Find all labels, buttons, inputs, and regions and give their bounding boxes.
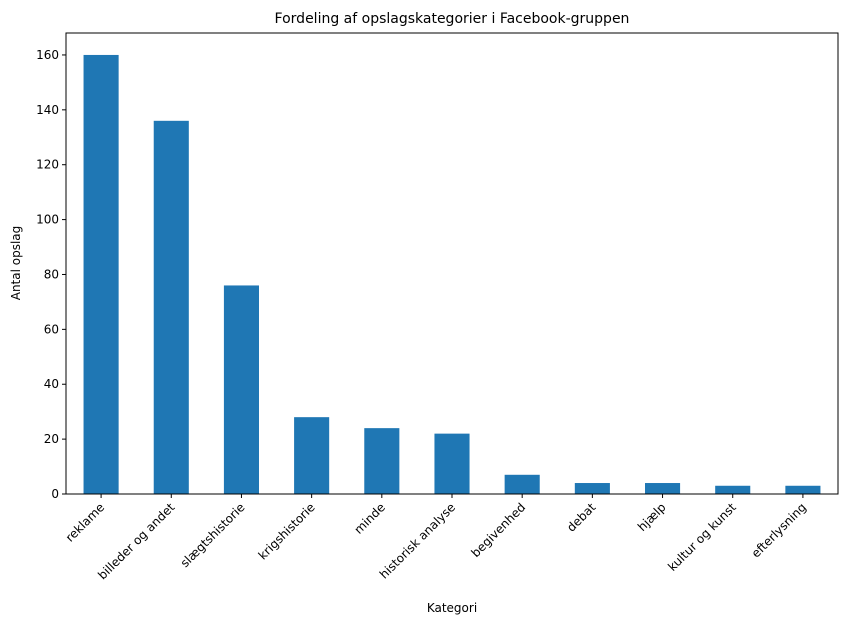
bar-7 (574, 483, 610, 494)
x-tick-label: krigshistorie (256, 500, 318, 562)
x-tick-label: billeder og andet (95, 500, 177, 582)
bar-8 (645, 483, 681, 494)
y-tick-label: 140 (36, 103, 59, 117)
bars-group (83, 54, 821, 495)
bar-10 (785, 485, 821, 494)
x-tick-label: historisk analyse (377, 500, 458, 581)
bar-4 (364, 428, 400, 494)
y-tick-label: 20 (44, 432, 59, 446)
x-tick-label: efterlysning (749, 500, 809, 560)
x-axis-label: Kategori (427, 601, 477, 615)
bar-6 (504, 474, 540, 494)
bar-9 (715, 485, 751, 494)
y-tick-label: 100 (36, 213, 59, 227)
y-tick-label: 40 (44, 377, 59, 391)
x-tick-label: kultur og kunst (665, 500, 739, 574)
y-tick-label: 80 (44, 267, 59, 281)
x-tick-label: minde (351, 500, 388, 537)
chart-title: Fordeling af opslagskategorier i Faceboo… (275, 11, 630, 27)
y-tick-label: 60 (44, 322, 59, 336)
y-axis-label: Antal opslag (9, 226, 23, 301)
bar-0 (83, 54, 119, 494)
x-tick-label: slægtshistorie (178, 500, 248, 570)
bar-1 (153, 120, 189, 495)
x-tick-label: begivenhed (468, 500, 528, 560)
x-tick-label: reklame (63, 500, 107, 544)
bar-5 (434, 433, 470, 494)
x-tick-label: debat (564, 500, 599, 535)
y-tick-label: 120 (36, 158, 59, 172)
x-tick-label: hjælp (635, 500, 669, 534)
bar-3 (294, 417, 330, 494)
y-tick-label: 0 (51, 487, 59, 501)
y-axis-ticks: 0 20 40 60 80 100 120 140 160 (36, 48, 66, 501)
bar-2 (223, 285, 259, 494)
y-tick-label: 160 (36, 48, 59, 62)
